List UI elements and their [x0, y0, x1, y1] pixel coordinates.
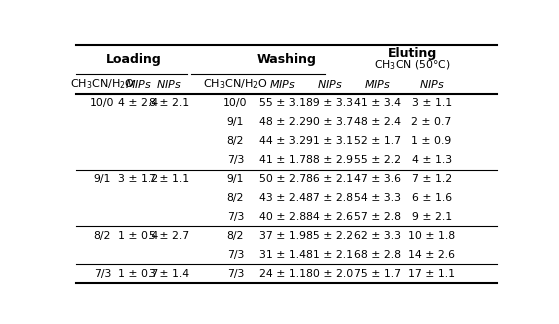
Text: 9 ± 2.1: 9 ± 2.1: [411, 212, 452, 222]
Text: 7 ± 1.2: 7 ± 1.2: [411, 174, 452, 184]
Text: $\it{NIPs}$: $\it{NIPs}$: [317, 78, 343, 90]
Text: 8/2: 8/2: [227, 136, 244, 146]
Text: 3 ± 1.1: 3 ± 1.1: [411, 98, 452, 108]
Text: 91 ± 3.1: 91 ± 3.1: [306, 136, 353, 146]
Text: $\it{MIPs}$: $\it{MIPs}$: [125, 78, 152, 90]
Text: 86 ± 2.1: 86 ± 2.1: [306, 174, 353, 184]
Text: 81 ± 2.1: 81 ± 2.1: [306, 250, 353, 260]
Text: 87 ± 2.8: 87 ± 2.8: [306, 193, 353, 203]
Text: 37 ± 1.9: 37 ± 1.9: [259, 231, 306, 241]
Text: 9/1: 9/1: [227, 117, 244, 127]
Text: $\it{NIPs}$: $\it{NIPs}$: [419, 78, 444, 90]
Text: 1 ± 0.4: 1 ± 0.4: [118, 231, 158, 241]
Text: 10/0: 10/0: [90, 98, 115, 108]
Text: 55 ± 2.2: 55 ± 2.2: [354, 155, 401, 165]
Text: 89 ± 3.3: 89 ± 3.3: [306, 98, 353, 108]
Text: 7 ± 1.1: 7 ± 1.1: [149, 174, 189, 184]
Text: $\it{NIPs}$: $\it{NIPs}$: [156, 78, 182, 90]
Text: 75 ± 1.7: 75 ± 1.7: [354, 269, 401, 279]
Text: 84 ± 2.6: 84 ± 2.6: [306, 212, 353, 222]
Text: CH$_3$CN/H$_2$O: CH$_3$CN/H$_2$O: [70, 77, 135, 91]
Text: 48 ± 2.4: 48 ± 2.4: [354, 117, 401, 127]
Text: 57 ± 2.8: 57 ± 2.8: [354, 212, 401, 222]
Text: 7/3: 7/3: [227, 155, 244, 165]
Text: 2 ± 0.7: 2 ± 0.7: [411, 117, 452, 127]
Text: 90 ± 3.7: 90 ± 3.7: [306, 117, 353, 127]
Text: 3 ± 1.2: 3 ± 1.2: [119, 174, 158, 184]
Text: 1 ± 0.7: 1 ± 0.7: [118, 269, 158, 279]
Text: 10/0: 10/0: [223, 98, 248, 108]
Text: 88 ± 2.9: 88 ± 2.9: [306, 155, 353, 165]
Text: 5 ± 2.7: 5 ± 2.7: [149, 231, 189, 241]
Text: Eluting: Eluting: [387, 47, 437, 60]
Text: 50 ± 2.7: 50 ± 2.7: [259, 174, 306, 184]
Text: 10 ± 1.8: 10 ± 1.8: [408, 231, 455, 241]
Text: 24 ± 1.1: 24 ± 1.1: [259, 269, 306, 279]
Text: 7/3: 7/3: [227, 250, 244, 260]
Text: 7/3: 7/3: [227, 269, 244, 279]
Text: 7/3: 7/3: [227, 212, 244, 222]
Text: 52 ± 1.7: 52 ± 1.7: [354, 136, 401, 146]
Text: $\it{MIPs}$: $\it{MIPs}$: [364, 78, 391, 90]
Text: 41 ± 1.7: 41 ± 1.7: [259, 155, 306, 165]
Text: 54 ± 3.3: 54 ± 3.3: [354, 193, 401, 203]
Text: 85 ± 2.2: 85 ± 2.2: [306, 231, 353, 241]
Text: 44 ± 3.2: 44 ± 3.2: [259, 136, 306, 146]
Text: CH$_3$CN (50°C): CH$_3$CN (50°C): [374, 59, 451, 73]
Text: 40 ± 2.8: 40 ± 2.8: [259, 212, 306, 222]
Text: 68 ± 2.8: 68 ± 2.8: [354, 250, 401, 260]
Text: 6 ± 1.6: 6 ± 1.6: [411, 193, 452, 203]
Text: $\it{MIPs}$: $\it{MIPs}$: [268, 78, 296, 90]
Text: 31 ± 1.4: 31 ± 1.4: [259, 250, 306, 260]
Text: Loading: Loading: [106, 53, 162, 66]
Text: 4 ± 2.4: 4 ± 2.4: [119, 98, 158, 108]
Text: 62 ± 3.3: 62 ± 3.3: [354, 231, 401, 241]
Text: 14 ± 2.6: 14 ± 2.6: [408, 250, 455, 260]
Text: 3 ± 1.4: 3 ± 1.4: [149, 269, 189, 279]
Text: 8/2: 8/2: [227, 193, 244, 203]
Text: 8/2: 8/2: [94, 231, 111, 241]
Text: 55 ± 3.1: 55 ± 3.1: [259, 98, 306, 108]
Text: 1 ± 0.9: 1 ± 0.9: [411, 136, 452, 146]
Text: 80 ± 2.0: 80 ± 2.0: [306, 269, 353, 279]
Text: CH$_3$CN/H$_2$O: CH$_3$CN/H$_2$O: [203, 77, 268, 91]
Text: 47 ± 3.6: 47 ± 3.6: [354, 174, 401, 184]
Text: 48 ± 2.2: 48 ± 2.2: [259, 117, 306, 127]
Text: Washing: Washing: [257, 53, 316, 66]
Text: 9/1: 9/1: [94, 174, 111, 184]
Text: 7/3: 7/3: [94, 269, 111, 279]
Text: 4 ± 1.3: 4 ± 1.3: [411, 155, 452, 165]
Text: 9/1: 9/1: [227, 174, 244, 184]
Text: 43 ± 2.4: 43 ± 2.4: [259, 193, 306, 203]
Text: 8 ± 2.1: 8 ± 2.1: [149, 98, 189, 108]
Text: 41 ± 3.4: 41 ± 3.4: [354, 98, 401, 108]
Text: 8/2: 8/2: [227, 231, 244, 241]
Text: 17 ± 1.1: 17 ± 1.1: [408, 269, 455, 279]
